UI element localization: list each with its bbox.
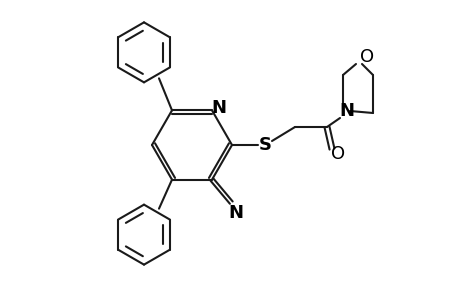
Text: S: S [258,136,271,154]
Text: O: O [330,145,344,163]
Text: N: N [211,99,226,117]
Text: N: N [228,204,243,222]
Text: N: N [339,102,354,120]
Text: O: O [359,48,373,66]
